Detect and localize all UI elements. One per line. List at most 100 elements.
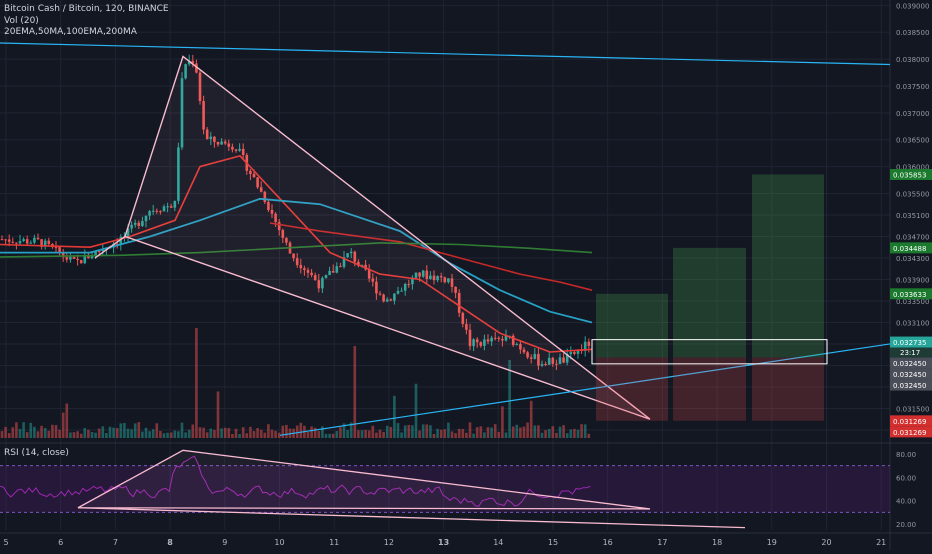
volume-bar xyxy=(249,426,252,438)
volume-bar xyxy=(191,424,195,438)
volume-bar xyxy=(180,422,184,438)
volume-bar xyxy=(223,427,227,438)
candle-body xyxy=(306,269,310,273)
upper-trendline xyxy=(0,42,891,66)
volume-bar xyxy=(126,428,130,438)
candle-body xyxy=(321,277,324,289)
volume-bar xyxy=(558,426,562,438)
volume-bar xyxy=(29,422,33,438)
price-tag-stop: 0.031269 xyxy=(890,415,932,427)
candle-body xyxy=(169,206,173,208)
candle-body xyxy=(583,341,587,351)
volume-bar xyxy=(421,424,425,438)
time-tick-label: 6 xyxy=(58,538,63,547)
volume-bar xyxy=(414,383,418,438)
candle-body xyxy=(238,148,241,151)
candle-body xyxy=(119,237,123,245)
volume-bar xyxy=(144,427,148,438)
volume-bar xyxy=(321,426,324,438)
candle-body xyxy=(529,357,533,359)
candle-body xyxy=(342,257,346,267)
candle-body xyxy=(375,281,378,294)
candle-body xyxy=(209,136,213,140)
volume-bar xyxy=(252,431,256,438)
volume-bar xyxy=(234,428,238,438)
price-tag-label: 0.032735 xyxy=(893,339,926,347)
volume-bar xyxy=(504,432,508,438)
candle-body xyxy=(425,270,429,279)
candle-body xyxy=(299,265,303,269)
volume-bar xyxy=(537,425,540,438)
candle-body xyxy=(36,237,40,240)
candle-body xyxy=(94,251,97,257)
volume-bar xyxy=(396,423,400,438)
volume-bar xyxy=(475,427,479,438)
candle-body xyxy=(274,213,277,222)
candle-body xyxy=(493,337,497,339)
volume-bars xyxy=(0,328,591,438)
volume-bar xyxy=(364,429,367,438)
candle-body xyxy=(353,251,357,262)
volume-bar xyxy=(11,427,15,438)
volume-bar xyxy=(220,428,223,438)
volume-bar xyxy=(443,429,447,438)
volume-bar xyxy=(393,395,396,438)
candle-body xyxy=(522,349,526,353)
candle-body xyxy=(558,357,562,365)
candle-body xyxy=(555,363,558,365)
volume-bar xyxy=(389,426,393,438)
volume-bar xyxy=(36,431,40,438)
price-tag-sub-bg xyxy=(890,347,932,358)
volume-bar xyxy=(562,425,565,438)
price-tag-target: 0.034488 xyxy=(890,242,932,254)
candle-body xyxy=(357,261,360,266)
candle-body xyxy=(7,239,11,242)
candle-body xyxy=(382,294,385,302)
volume-bar xyxy=(285,424,288,438)
candle-body xyxy=(115,243,119,245)
rsi-tick-label: 60.00 xyxy=(896,474,916,482)
candle-body xyxy=(177,147,180,201)
volume-bar xyxy=(486,427,490,438)
candle-body xyxy=(454,286,457,293)
price-tick-label: 0.039000 xyxy=(896,2,929,10)
candle-body xyxy=(155,210,159,212)
candle-body xyxy=(241,148,245,156)
volume-bar xyxy=(119,423,123,438)
price-tick-label: 0.033500 xyxy=(896,298,929,306)
volume-bar xyxy=(360,430,364,438)
profit-target-zone xyxy=(752,174,824,358)
price-tag-label: 0.033633 xyxy=(893,291,926,299)
candle-body xyxy=(569,351,573,355)
candle-body xyxy=(101,249,105,252)
time-tick-label: 12 xyxy=(384,538,394,547)
candle-body xyxy=(195,63,198,73)
volume-bar xyxy=(587,433,591,438)
candle-body xyxy=(227,143,231,147)
candle-body xyxy=(533,353,537,359)
candle-body xyxy=(83,254,87,264)
volume-bar xyxy=(115,428,119,438)
countdown-label: 23:17 xyxy=(900,349,920,357)
candle-body xyxy=(267,201,270,211)
volume-bar xyxy=(112,427,115,438)
price-tag-label: 0.032450 xyxy=(893,371,926,379)
candle-body xyxy=(310,272,313,276)
volume-bar xyxy=(241,427,245,438)
volume-bar xyxy=(544,430,547,438)
candle-body xyxy=(144,215,148,222)
volume-bar xyxy=(324,433,328,438)
volume-bar xyxy=(573,428,576,438)
volume-bar xyxy=(83,428,87,438)
candle-body xyxy=(159,211,162,213)
volume-bar xyxy=(205,432,209,438)
candle-body xyxy=(11,241,15,243)
volume-bar xyxy=(429,425,432,438)
price-tag-label: 0.031269 xyxy=(893,429,926,437)
candle-body xyxy=(439,276,443,278)
price-tag-bg xyxy=(890,336,932,348)
candle-body xyxy=(33,237,36,243)
volume-bar xyxy=(87,429,90,438)
